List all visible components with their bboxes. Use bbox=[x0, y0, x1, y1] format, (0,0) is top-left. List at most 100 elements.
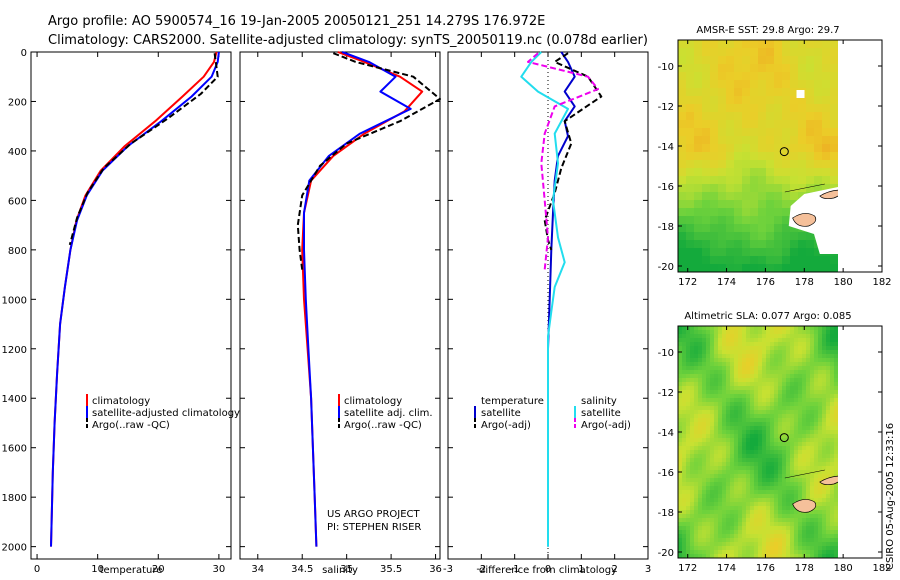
map-cell bbox=[766, 506, 771, 511]
map-cell bbox=[714, 462, 719, 467]
map-cell bbox=[698, 358, 703, 363]
map-cell bbox=[730, 474, 735, 479]
map-cell bbox=[678, 40, 687, 49]
map-cell bbox=[702, 554, 707, 558]
map-cell bbox=[734, 462, 739, 467]
map-cell bbox=[782, 256, 791, 265]
map-cell bbox=[814, 454, 819, 459]
map-cell bbox=[706, 478, 711, 483]
sst-map-title: AMSR-E SST: 29.8 Argo: 29.7 bbox=[696, 25, 839, 36]
map-cell bbox=[798, 442, 803, 447]
map-cell bbox=[682, 454, 687, 459]
map-cell bbox=[710, 80, 719, 89]
map-cell bbox=[746, 542, 751, 547]
salinity-axes bbox=[239, 51, 441, 560]
map-cell bbox=[742, 534, 747, 539]
map-cell bbox=[686, 390, 691, 395]
map-cell bbox=[782, 168, 791, 177]
map-cell bbox=[766, 378, 771, 383]
legend-label-argo: Argo(..raw -QC) bbox=[92, 420, 170, 431]
map-cell bbox=[802, 410, 807, 415]
map-cell bbox=[690, 450, 695, 455]
map-cell bbox=[710, 370, 715, 375]
map-cell bbox=[694, 136, 703, 145]
map-cell bbox=[702, 522, 707, 527]
map-cell bbox=[834, 402, 838, 407]
map-cell bbox=[738, 466, 743, 471]
map-cell bbox=[694, 354, 699, 359]
map-cell bbox=[778, 550, 783, 555]
map-cell bbox=[718, 386, 723, 391]
map-cell bbox=[742, 208, 751, 217]
map-cell bbox=[766, 326, 771, 331]
map-y-tick-label: -10 bbox=[658, 62, 674, 73]
map-cell bbox=[766, 346, 771, 351]
map-cell bbox=[702, 534, 707, 539]
map-cell bbox=[742, 510, 747, 515]
map-cell bbox=[750, 112, 759, 121]
map-cell bbox=[678, 462, 683, 467]
map-cell bbox=[834, 502, 838, 507]
map-cell bbox=[822, 144, 831, 153]
map-cell bbox=[742, 394, 747, 399]
map-cell bbox=[690, 518, 695, 523]
map-cell bbox=[790, 390, 795, 395]
map-cell bbox=[754, 518, 759, 523]
map-cell bbox=[706, 366, 711, 371]
map-cell bbox=[706, 442, 711, 447]
map-cell bbox=[762, 378, 767, 383]
map-cell bbox=[682, 474, 687, 479]
map-cell bbox=[714, 378, 719, 383]
map-cell bbox=[694, 538, 699, 543]
map-cell bbox=[742, 326, 747, 331]
map-cell bbox=[734, 398, 739, 403]
map-cell bbox=[718, 240, 727, 249]
map-cell bbox=[710, 402, 715, 407]
map-cell bbox=[742, 454, 747, 459]
map-cell bbox=[698, 442, 703, 447]
map-cell bbox=[730, 418, 735, 423]
map-cell bbox=[718, 418, 723, 423]
legend-label-sal-argo: Argo(-adj) bbox=[581, 420, 631, 431]
map-cell bbox=[746, 430, 751, 435]
map-cell bbox=[750, 128, 759, 137]
map-cell bbox=[726, 430, 731, 435]
map-cell bbox=[782, 386, 787, 391]
map-cell bbox=[690, 458, 695, 463]
map-cell bbox=[698, 406, 703, 411]
map-cell bbox=[786, 462, 791, 467]
map-cell bbox=[806, 450, 811, 455]
map-cell bbox=[694, 152, 703, 161]
map-cell bbox=[694, 200, 703, 209]
map-cell bbox=[742, 474, 747, 479]
map-cell bbox=[774, 80, 783, 89]
map-cell bbox=[790, 514, 795, 519]
map-cell bbox=[754, 534, 759, 539]
map-cell bbox=[762, 366, 767, 371]
map-cell bbox=[690, 418, 695, 423]
map-cell bbox=[830, 152, 838, 161]
map-cell bbox=[798, 350, 803, 355]
map-cell bbox=[726, 530, 731, 535]
map-cell bbox=[758, 470, 763, 475]
map-cell bbox=[786, 502, 791, 507]
map-cell bbox=[754, 382, 759, 387]
map-cell bbox=[822, 390, 827, 395]
map-cell bbox=[754, 406, 759, 411]
map-cell bbox=[782, 494, 787, 499]
map-cell bbox=[778, 534, 783, 539]
map-cell bbox=[694, 96, 703, 105]
map-cell bbox=[746, 434, 751, 439]
map-cell bbox=[790, 240, 799, 249]
map-cell bbox=[810, 438, 815, 443]
map-cell bbox=[790, 96, 799, 105]
map-cell bbox=[826, 554, 831, 558]
map-cell bbox=[686, 418, 691, 423]
map-cell bbox=[722, 398, 727, 403]
map-cell bbox=[726, 200, 735, 209]
map-cell bbox=[702, 216, 711, 225]
map-cell bbox=[690, 542, 695, 547]
map-cell bbox=[734, 104, 743, 113]
map-cell bbox=[722, 522, 727, 527]
map-cell bbox=[702, 374, 707, 379]
